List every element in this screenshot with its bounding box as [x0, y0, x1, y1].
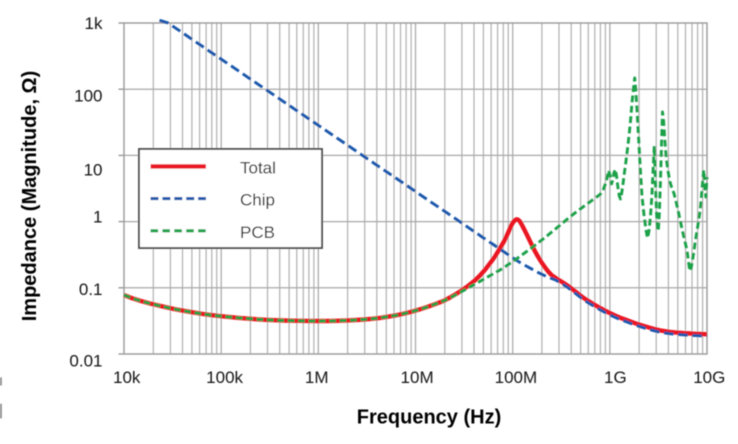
- svg-text:1: 1: [93, 208, 102, 227]
- svg-text:10G: 10G: [693, 368, 725, 387]
- svg-text:100M: 100M: [495, 368, 538, 387]
- svg-text:Frequency (Hz): Frequency (Hz): [357, 406, 501, 428]
- svg-text:Impedance (Magnitude, Ω): Impedance (Magnitude, Ω): [19, 71, 41, 322]
- svg-text:10k: 10k: [113, 368, 141, 387]
- svg-text:Chip: Chip: [240, 191, 275, 210]
- svg-text:10M: 10M: [401, 368, 434, 387]
- svg-text:100: 100: [74, 86, 102, 105]
- svg-text:0.1: 0.1: [79, 280, 103, 299]
- svg-text:PCB: PCB: [240, 223, 275, 242]
- svg-text:100k: 100k: [206, 368, 243, 387]
- svg-text:1M: 1M: [305, 368, 329, 387]
- svg-text:1k: 1k: [85, 14, 103, 33]
- svg-text:1G: 1G: [604, 368, 627, 387]
- svg-text:0.01: 0.01: [69, 351, 102, 370]
- svg-text:Total: Total: [240, 158, 276, 177]
- svg-text:10: 10: [84, 161, 103, 180]
